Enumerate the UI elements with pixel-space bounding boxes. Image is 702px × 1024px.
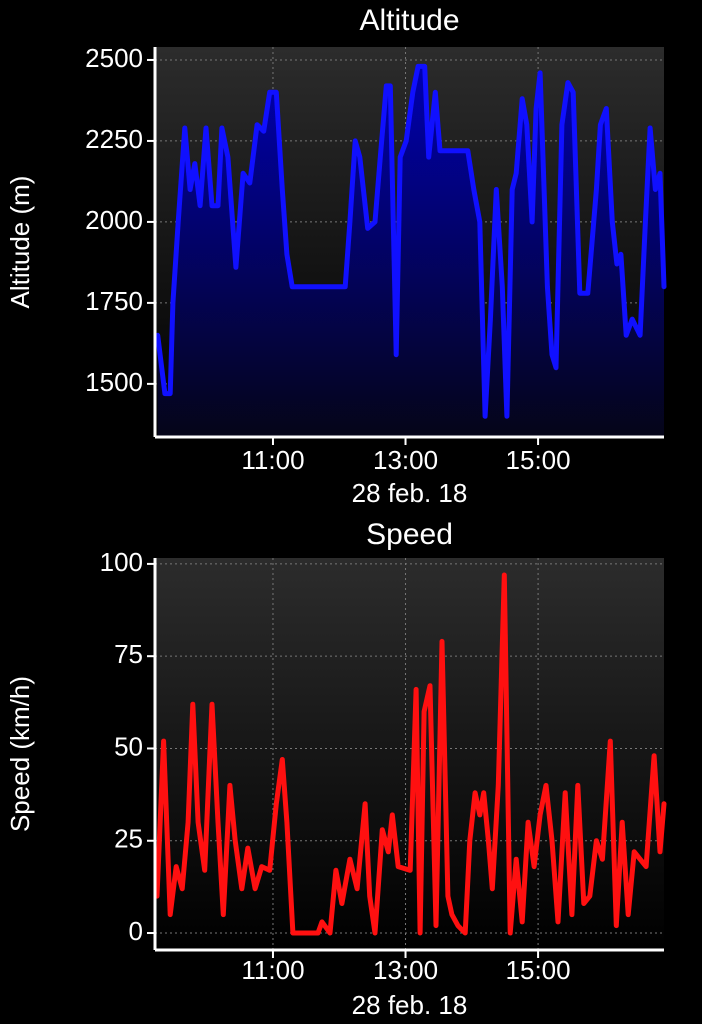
y-tick-label: 1500 [85, 367, 143, 397]
y-tick-label: 25 [114, 824, 143, 854]
y-tick-label: 2250 [85, 124, 143, 154]
line-series [155, 63, 667, 419]
line-area [157, 66, 664, 438]
y-tick-label: 2000 [85, 205, 143, 235]
y-tick-label: 100 [100, 547, 143, 577]
chart-title: Speed [366, 518, 453, 551]
y-tick-label: 2500 [85, 43, 143, 73]
y-tick-label: 0 [129, 916, 143, 946]
x-axis-label: 28 feb. 18 [352, 478, 468, 508]
y-tick-label: 75 [114, 639, 143, 669]
plot-background [155, 558, 664, 950]
y-axis-label: Altitude (m) [5, 176, 35, 309]
x-tick-label: 11:00 [241, 955, 304, 985]
chart-title: Altitude [359, 4, 459, 37]
x-tick-label: 15:00 [506, 445, 571, 475]
x-tick-label: 13:00 [373, 955, 438, 985]
x-tick-label: 11:00 [241, 445, 304, 475]
x-tick-label: 15:00 [506, 955, 571, 985]
y-tick-label: 1750 [85, 286, 143, 316]
x-axis-label: 28 feb. 18 [352, 990, 468, 1020]
line-series [154, 572, 667, 936]
y-tick-label: 50 [114, 731, 143, 761]
y-axis-label: Speed (km/h) [5, 676, 35, 832]
x-tick-label: 13:00 [373, 445, 438, 475]
